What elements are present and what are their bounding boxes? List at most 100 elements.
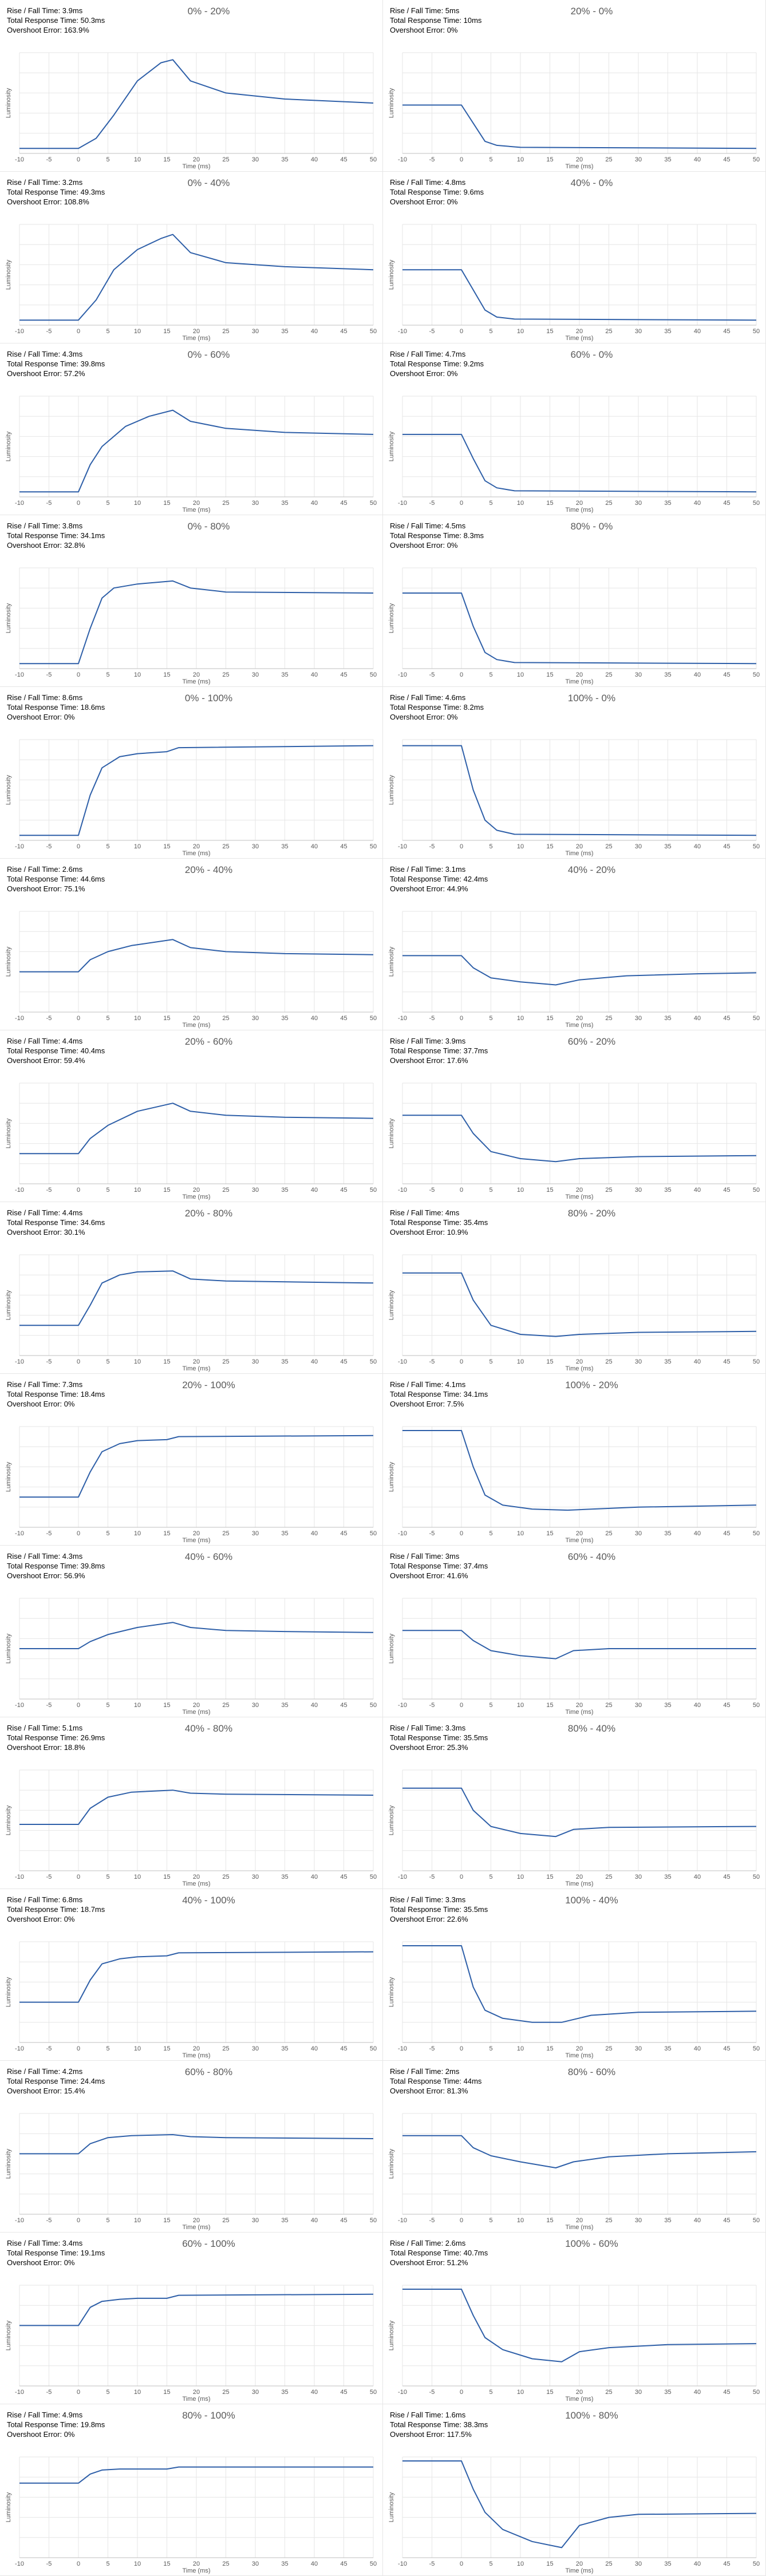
x-tick-label: 50 (753, 1358, 760, 1365)
x-tick-label: 45 (723, 843, 730, 850)
x-axis-label: Time (ms) (565, 2052, 593, 2059)
x-tick-label: 50 (370, 156, 377, 163)
x-tick-label: -10 (398, 328, 407, 335)
chart-title: 0% - 80% (187, 521, 230, 532)
x-tick-label: 5 (106, 2045, 109, 2052)
x-tick-label: 30 (635, 156, 642, 163)
x-tick-label: 40 (311, 1530, 318, 1537)
y-axis-label: Luminosity (388, 431, 395, 461)
x-tick-label: -5 (429, 1874, 435, 1880)
x-tick-label: 20 (576, 2217, 583, 2224)
x-tick-label: -5 (429, 843, 435, 850)
x-tick-label: 10 (134, 1358, 141, 1365)
x-tick-label: 40 (311, 2045, 318, 2052)
luminosity-plot: -10 -5 0 5 10 15 20 25 30 35 40 45 50 Time (ms) Lumino… (388, 2285, 760, 2403)
chart-panel: Rise / Fall Time: 1.6ms Total Response Ti… (383, 2404, 766, 2576)
x-tick-label: 50 (370, 671, 377, 678)
chart-title: 80% - 0% (570, 521, 613, 532)
x-tick-label: 50 (370, 1187, 377, 1194)
overshoot-error: Overshoot Error: 0% (7, 1400, 75, 1408)
y-axis-label: Luminosity (388, 1290, 395, 1320)
x-tick-label: 25 (605, 2561, 612, 2567)
rise-fall-time: Rise / Fall Time: 3.9ms (390, 1037, 466, 1045)
x-tick-label: 15 (546, 2045, 553, 2052)
stats-block: Rise / Fall Time: 3.4ms Total Response Ti… (7, 2238, 105, 2267)
luminosity-plot: -10 -5 0 5 10 15 20 25 30 35 40 45 50 Time (ms) Lumino… (388, 1426, 760, 1544)
total-response-time: Total Response Time: 34.1ms (7, 531, 105, 540)
x-axis-label: Time (ms) (182, 2396, 210, 2403)
stats-block: Rise / Fall Time: 4ms Total Response Time… (390, 1208, 488, 1237)
rise-fall-time: Rise / Fall Time: 1.6ms (390, 2411, 466, 2419)
x-tick-label: 45 (340, 1358, 347, 1365)
luminosity-series-line (402, 1630, 756, 1660)
overshoot-error: Overshoot Error: 0% (7, 713, 75, 721)
x-tick-label: 50 (753, 1874, 760, 1880)
overshoot-error: Overshoot Error: 18.8% (7, 1743, 85, 1752)
y-axis-label: Luminosity (5, 946, 12, 977)
x-tick-label: 20 (193, 2045, 200, 2052)
x-tick-label: 15 (546, 671, 553, 678)
x-tick-label: 15 (546, 156, 553, 163)
chart-title: 0% - 100% (184, 693, 233, 704)
rise-fall-time: Rise / Fall Time: 2.6ms (7, 865, 83, 874)
x-tick-label: 25 (605, 500, 612, 507)
chart-title: 20% - 40% (184, 864, 233, 875)
x-tick-label: 45 (340, 2045, 347, 2052)
luminosity-plot: -10 -5 0 5 10 15 20 25 30 35 40 45 50 Time (ms) Lumino… (5, 1254, 377, 1372)
x-tick-label: 40 (694, 2217, 701, 2224)
x-tick-label: 35 (664, 500, 671, 507)
total-response-time: Total Response Time: 26.9ms (7, 1733, 105, 1742)
overshoot-error: Overshoot Error: 10.9% (390, 1228, 468, 1236)
x-tick-label: 0 (77, 1015, 80, 1022)
x-tick-label: 50 (370, 1874, 377, 1880)
chart-title: 80% - 100% (182, 2410, 235, 2421)
x-tick-label: 15 (163, 328, 170, 335)
rise-fall-time: Rise / Fall Time: 8.6ms (7, 693, 83, 702)
x-tick-label: 10 (517, 1702, 524, 1709)
stats-block: Rise / Fall Time: 2.6ms Total Response Ti… (7, 864, 105, 894)
luminosity-series-line (19, 745, 374, 836)
x-axis-label: Time (ms) (182, 1709, 210, 1716)
x-axis-label: Time (ms) (182, 1022, 210, 1029)
x-tick-label: 10 (517, 156, 524, 163)
x-tick-label: 25 (605, 1187, 612, 1194)
x-tick-label: 15 (546, 1530, 553, 1537)
x-tick-label: 40 (694, 843, 701, 850)
overshoot-error: Overshoot Error: 108.8% (7, 197, 89, 206)
x-tick-label: 20 (193, 1187, 200, 1194)
total-response-time: Total Response Time: 35.5ms (390, 1733, 488, 1742)
x-tick-label: 20 (193, 843, 200, 850)
x-tick-label: 30 (252, 2389, 259, 2396)
x-tick-label: 20 (193, 2389, 200, 2396)
x-tick-label: 30 (635, 1530, 642, 1537)
luminosity-series-line (402, 269, 757, 321)
x-tick-label: 35 (664, 1358, 671, 1365)
x-tick-label: 25 (605, 1015, 612, 1022)
x-tick-label: 35 (281, 2045, 288, 2052)
x-tick-label: 20 (576, 328, 583, 335)
total-response-time: Total Response Time: 19.8ms (7, 2420, 105, 2429)
x-tick-label: 25 (222, 843, 229, 850)
x-tick-label: 45 (723, 2045, 730, 2052)
total-response-time: Total Response Time: 50.3ms (7, 16, 105, 25)
x-axis-label: Time (ms) (182, 2567, 210, 2574)
x-tick-label: 50 (753, 2045, 760, 2052)
x-tick-label: 15 (163, 1874, 170, 1880)
x-tick-label: 35 (664, 328, 671, 335)
stats-block: Rise / Fall Time: 4.7ms Total Response Ti… (390, 349, 484, 378)
x-tick-label: 20 (193, 1358, 200, 1365)
chart-title: 60% - 100% (182, 2238, 235, 2249)
x-tick-label: 50 (370, 328, 377, 335)
overshoot-error: Overshoot Error: 44.9% (390, 884, 468, 893)
luminosity-series-line (19, 1103, 374, 1155)
luminosity-series-line (402, 1945, 757, 2023)
x-tick-label: 5 (489, 1874, 492, 1880)
x-tick-label: 45 (340, 1015, 347, 1022)
x-tick-label: -5 (46, 328, 52, 335)
x-tick-label: 5 (106, 1874, 109, 1880)
x-tick-label: 30 (635, 2389, 642, 2396)
rise-fall-time: Rise / Fall Time: 6.8ms (7, 1895, 83, 1904)
x-tick-label: 5 (489, 1702, 492, 1709)
x-tick-label: 15 (163, 156, 170, 163)
x-tick-label: -10 (398, 1874, 407, 1880)
